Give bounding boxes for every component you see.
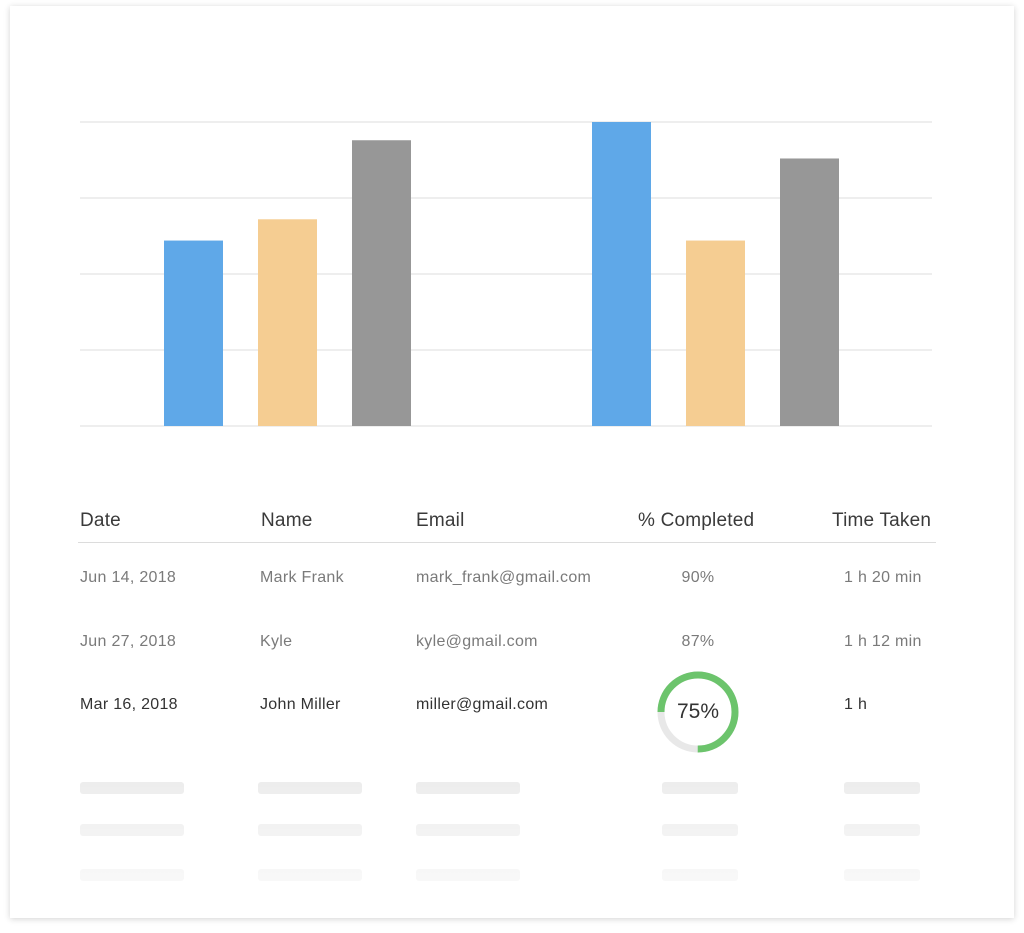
column-header-email[interactable]: Email xyxy=(416,510,465,531)
skeleton-bar xyxy=(416,869,520,881)
skeleton-bar xyxy=(844,782,920,794)
email-cell: kyle@gmail.com xyxy=(416,633,538,650)
completed-cell: 90% xyxy=(681,569,715,586)
skeleton-bar xyxy=(662,869,738,881)
progress-ring xyxy=(657,671,739,753)
column-header-completed[interactable]: % Completed xyxy=(638,510,755,531)
completed-cell: 87% xyxy=(681,633,715,650)
email-cell: mark_frank@gmail.com xyxy=(416,569,592,586)
bar-group2-series2[interactable] xyxy=(686,240,745,426)
header-divider xyxy=(78,542,936,543)
column-header-name[interactable]: Name xyxy=(261,510,313,531)
email-cell: miller@gmail.com xyxy=(416,696,549,713)
skeleton-bar xyxy=(662,782,738,794)
bar-group1-series1[interactable] xyxy=(164,240,223,426)
name-cell: John Miller xyxy=(260,696,341,713)
skeleton-bar xyxy=(80,824,184,836)
bar-group2-series1[interactable] xyxy=(592,122,651,426)
name-cell: Mark Frank xyxy=(260,569,344,586)
results-table: Date Name Email % Completed Time Taken J… xyxy=(10,6,1014,918)
column-header-date[interactable]: Date xyxy=(80,510,121,531)
name-cell: Kyle xyxy=(260,633,293,650)
skeleton-bar xyxy=(844,869,920,881)
report-card: Date Name Email % Completed Time Taken J… xyxy=(10,6,1014,918)
skeleton-bar xyxy=(80,782,184,794)
skeleton-bar xyxy=(662,824,738,836)
date-cell: Jun 27, 2018 xyxy=(80,633,177,650)
skeleton-bar xyxy=(258,824,362,836)
bar-group2-series3[interactable] xyxy=(780,158,839,427)
bar-group1-series3[interactable] xyxy=(352,140,411,427)
time-cell: 1 h 20 min xyxy=(844,569,922,586)
skeleton-bar xyxy=(416,782,520,794)
time-cell: 1 h 12 min xyxy=(844,633,922,650)
time-cell: 1 h xyxy=(844,696,868,713)
date-cell: Mar 16, 2018 xyxy=(80,696,178,713)
skeleton-bar xyxy=(80,869,184,881)
column-header-time-taken[interactable]: Time Taken xyxy=(832,510,932,531)
progress-ring-label: 75% xyxy=(676,700,720,723)
skeleton-bar xyxy=(844,824,920,836)
bar-chart xyxy=(80,121,932,427)
skeleton-bar xyxy=(416,824,520,836)
skeleton-bar xyxy=(258,869,362,881)
skeleton-bar xyxy=(258,782,362,794)
date-cell: Jun 14, 2018 xyxy=(80,569,177,586)
bar-group1-series2[interactable] xyxy=(258,219,317,426)
progress-ring-fill xyxy=(657,671,739,753)
